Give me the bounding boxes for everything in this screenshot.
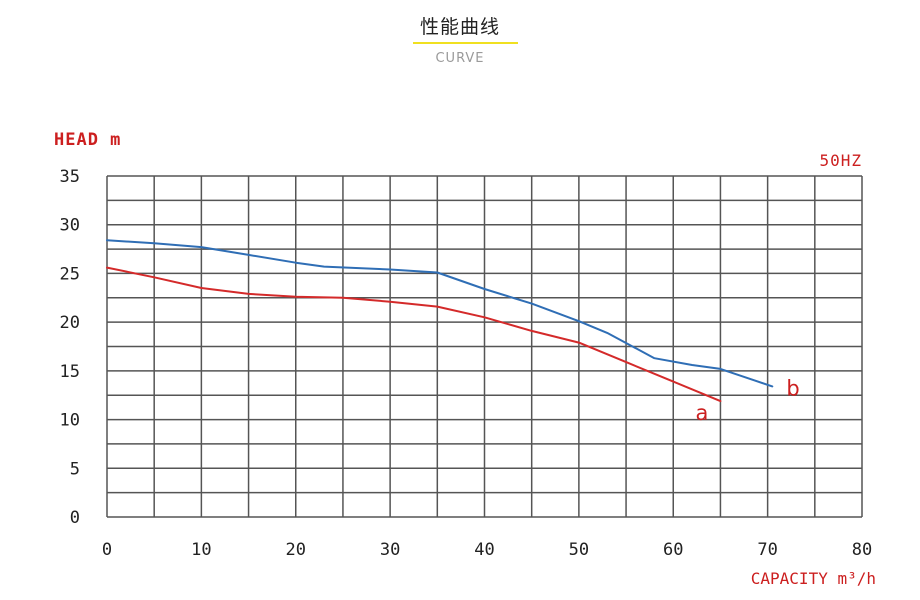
x-tick-label: 40 — [474, 540, 494, 560]
y-tick-label: 30 — [60, 216, 80, 236]
chart-header: 性能曲线 CURVE — [0, 0, 920, 80]
x-tick-label: 50 — [569, 540, 589, 560]
series-label-b: b — [786, 376, 799, 400]
series-line-a — [106, 266, 722, 403]
y-tick-label: 15 — [60, 362, 80, 382]
frequency-label: 50HZ — [819, 151, 862, 170]
title-underline — [413, 42, 518, 44]
x-tick-label: 20 — [286, 540, 306, 560]
series-label-a: a — [695, 401, 708, 425]
y-tick-label: 20 — [60, 313, 80, 333]
y-tick-label: 25 — [60, 264, 80, 284]
series-line-b — [106, 239, 774, 388]
x-tick-label: 10 — [191, 540, 211, 560]
y-tick-label: 0 — [70, 508, 80, 528]
x-tick-label: 30 — [380, 540, 400, 560]
x-tick-label: 0 — [102, 540, 112, 560]
x-tick-label: 70 — [757, 540, 777, 560]
x-tick-label: 80 — [852, 540, 872, 560]
page-subtitle: CURVE — [435, 51, 485, 66]
y-tick-label: 35 — [60, 167, 80, 187]
y-tick-label: 10 — [60, 411, 80, 431]
page-title: 性能曲线 — [419, 16, 500, 38]
x-tick-label: 60 — [663, 540, 683, 560]
y-tick-label: 5 — [70, 459, 80, 479]
x-axis-label: CAPACITY m³/h — [751, 569, 876, 588]
y-axis-label: HEAD m — [54, 130, 121, 150]
